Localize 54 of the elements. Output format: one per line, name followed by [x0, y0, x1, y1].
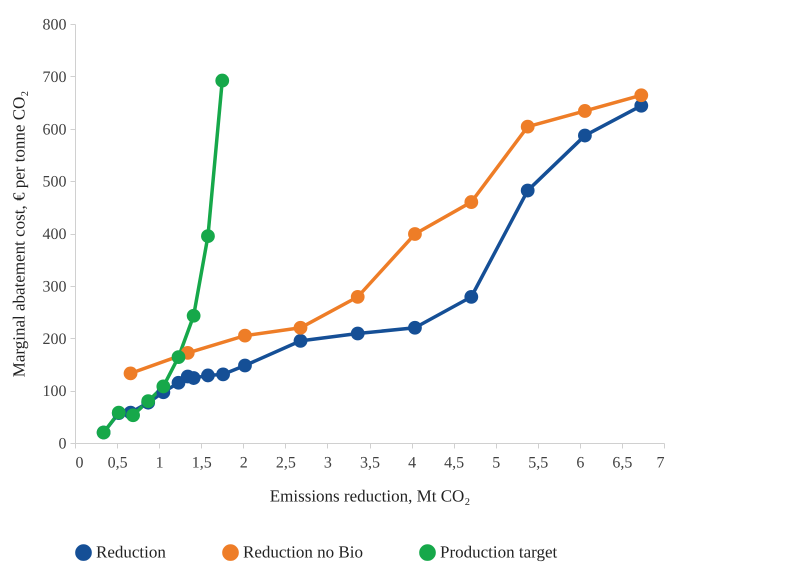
x-tick-label: 0 — [76, 454, 84, 472]
x-tick-label: 2,5 — [276, 454, 296, 472]
y-tick-label: 400 — [42, 226, 66, 243]
y-axis-title: Marginal abatement cost, € per tonne CO₂ — [10, 90, 28, 378]
point — [126, 408, 140, 422]
point — [634, 88, 648, 102]
legend-label: Production target — [440, 542, 558, 562]
point — [201, 229, 215, 243]
y-tick-label: 700 — [42, 68, 66, 86]
point — [215, 74, 230, 88]
point — [578, 104, 592, 118]
y-tick-label: 800 — [42, 16, 66, 34]
x-axis-title: Emissions reduction, Mt CO₂ — [270, 486, 470, 506]
point — [294, 320, 308, 335]
y-tick-label: 0 — [58, 436, 66, 452]
point — [172, 350, 186, 364]
x-tick-label: 1,5 — [192, 454, 212, 472]
x-tick-label: 5 — [492, 454, 500, 472]
point — [350, 290, 365, 304]
point — [578, 128, 592, 142]
x-tick-label: 6,5 — [612, 454, 632, 472]
y-tick-label: 600 — [42, 121, 66, 138]
point — [408, 320, 422, 335]
point — [520, 120, 535, 134]
point — [350, 326, 365, 340]
point — [186, 308, 201, 323]
y-tick-label: 100 — [42, 383, 66, 400]
x-tick-label: 3 — [324, 454, 332, 472]
x-tick-label: 7 — [656, 454, 664, 472]
legend-label: Reduction no Bio — [243, 542, 363, 562]
x-tick-label: 5,5 — [528, 454, 548, 472]
point — [238, 358, 252, 372]
x-tick-label: 4 — [408, 454, 416, 472]
point — [216, 368, 230, 382]
y-tick-label: 200 — [42, 330, 66, 348]
point — [238, 328, 252, 343]
point — [294, 334, 308, 348]
x-tick-label: 2 — [240, 454, 248, 472]
y-tick-label: 300 — [42, 278, 66, 296]
point — [520, 184, 535, 198]
x-tick-label: 3,5 — [360, 454, 380, 472]
point — [464, 195, 478, 209]
y-tick-label: 500 — [42, 174, 66, 191]
point — [408, 227, 422, 241]
x-tick-label: 6 — [576, 454, 584, 472]
point — [201, 368, 215, 382]
point — [464, 290, 478, 304]
point — [124, 366, 138, 380]
point — [172, 376, 186, 390]
point — [156, 380, 170, 394]
x-tick-label: 0,5 — [108, 454, 128, 472]
x-tick-label: 4,5 — [444, 454, 464, 472]
legend-label: Reduction — [96, 542, 166, 562]
x-tick-label: 1 — [156, 454, 164, 472]
